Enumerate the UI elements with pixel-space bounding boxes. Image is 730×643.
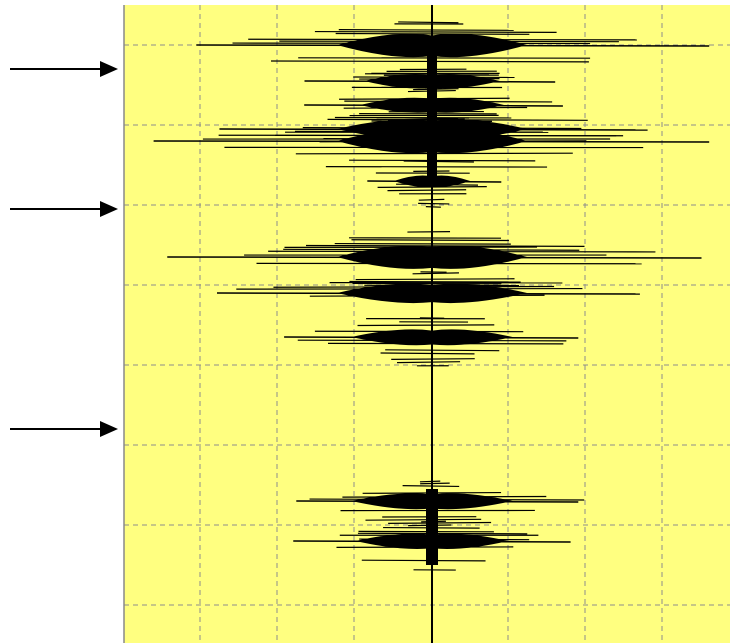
burst-spike (404, 106, 471, 109)
arrow-head (100, 61, 118, 77)
trace-dense-segment (427, 46, 437, 185)
burst-spike (418, 202, 450, 205)
burst-spike (306, 244, 585, 247)
burst-spike (403, 160, 474, 163)
burst-spike (412, 272, 459, 275)
burst-spike (357, 532, 528, 535)
arrow-head (100, 421, 118, 437)
burst-spike (314, 30, 557, 33)
burst-spike (380, 352, 475, 355)
burst-spike (388, 521, 492, 525)
arrow-icon (10, 421, 118, 437)
trace-dense-segment (426, 489, 438, 565)
burst-spike (302, 126, 582, 130)
burst-spike (385, 349, 500, 352)
arrow-head (100, 201, 118, 217)
signal-trace (153, 5, 710, 643)
burst-spike (349, 280, 521, 283)
burst-core (351, 329, 513, 346)
burst-spike (355, 278, 515, 281)
burst-spike (338, 29, 514, 31)
burst-spike (402, 485, 460, 488)
signal-burst (216, 271, 640, 323)
burst-spike (398, 21, 459, 24)
burst-spike (397, 361, 461, 364)
burst-spike (418, 198, 445, 201)
burst-core (337, 245, 527, 269)
arrow-icon (10, 61, 118, 77)
signal-burst (167, 231, 702, 296)
signal-burst (196, 21, 710, 88)
burst-spike (420, 482, 450, 485)
burst-spike (425, 206, 441, 208)
arrow-markers (10, 61, 118, 437)
burst-spike (349, 159, 536, 162)
burst-spike (365, 518, 482, 521)
burst-spike (387, 189, 467, 192)
burst-spike (334, 242, 511, 245)
signal-burst (284, 317, 579, 367)
burst-core (337, 33, 527, 58)
burst-core (337, 283, 527, 304)
burst-spike (357, 324, 495, 327)
burst-spike (361, 559, 486, 562)
burst-spike (351, 239, 509, 242)
burst-spike (367, 122, 481, 125)
burst-spike (377, 186, 487, 188)
arrow-icon (10, 201, 118, 217)
burst-spike (335, 32, 530, 35)
burst-spike (419, 480, 441, 483)
burst-spike (391, 358, 475, 360)
